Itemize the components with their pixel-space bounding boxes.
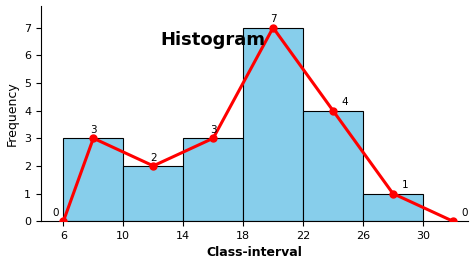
Y-axis label: Frequency: Frequency [6,81,18,146]
Bar [64,138,123,221]
Text: 0: 0 [462,208,468,218]
Text: 3: 3 [90,125,97,135]
Bar [243,28,303,221]
X-axis label: Class-interval: Class-interval [207,246,302,259]
Text: 2: 2 [150,153,156,162]
Text: 7: 7 [270,14,276,24]
Bar [303,111,363,221]
Bar [363,193,423,221]
Text: 0: 0 [53,208,59,218]
Text: 1: 1 [401,180,408,190]
Text: 4: 4 [342,97,348,107]
Text: 3: 3 [210,125,217,135]
Text: Histogram: Histogram [161,32,265,50]
Bar [183,138,243,221]
Bar [123,166,183,221]
